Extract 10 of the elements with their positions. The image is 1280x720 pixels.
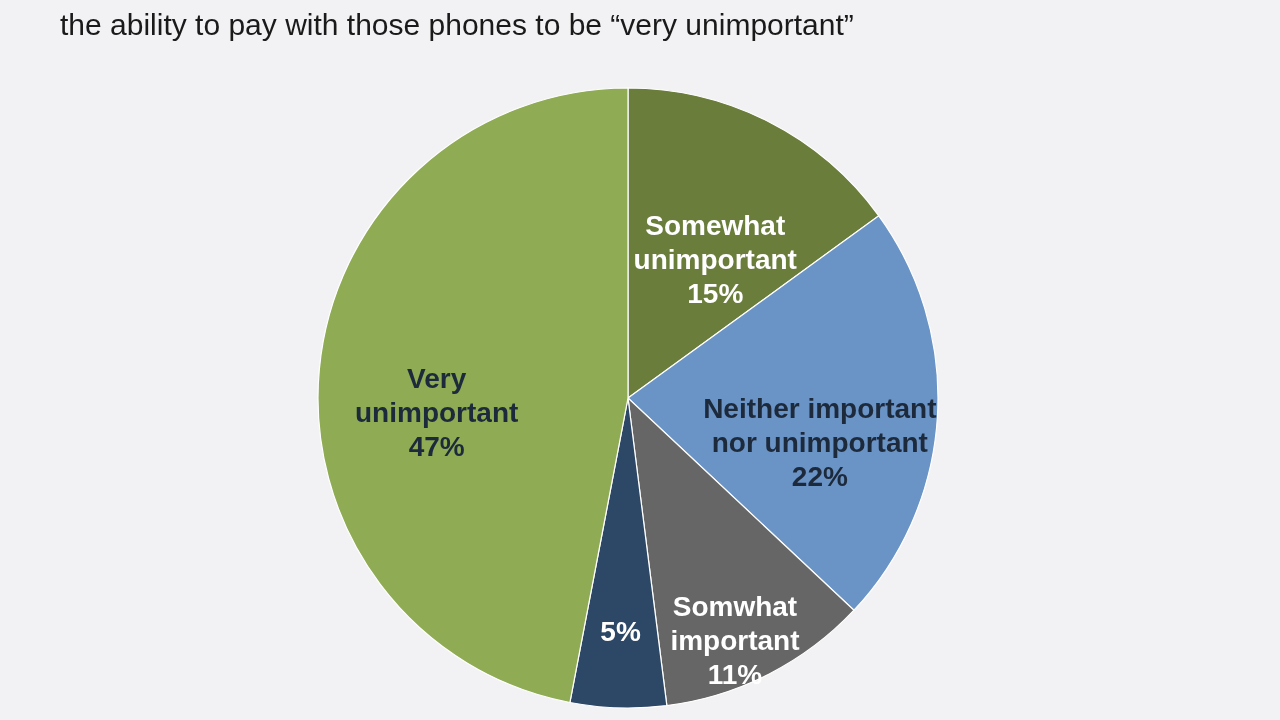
data-label: 15% (687, 277, 744, 309)
slice-label: Neither important nor unimportant (703, 393, 937, 459)
data-label: 47% (408, 430, 465, 462)
slice-label: Somewhat unimportant (633, 209, 797, 275)
data-label: 5% (600, 616, 641, 648)
chart-title: the ability to pay with those phones to be “very unimportant” (60, 8, 854, 41)
slice-label: Very unimportant (355, 362, 519, 428)
data-label: 22% (791, 461, 848, 493)
data-label: 11% (707, 658, 763, 690)
slice-label: Somwhat important (670, 590, 800, 656)
